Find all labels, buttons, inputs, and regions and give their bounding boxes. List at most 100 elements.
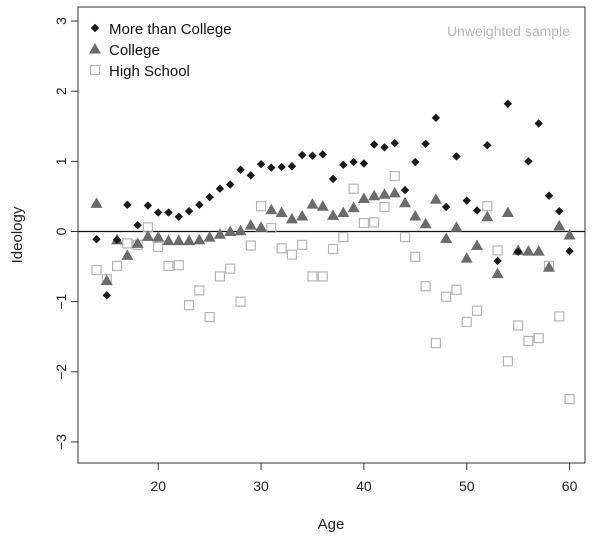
data-point <box>440 232 453 244</box>
y-tick-label: −3 <box>53 434 69 450</box>
data-point <box>131 237 144 248</box>
data-point <box>285 212 298 224</box>
data-point <box>451 284 462 295</box>
data-point <box>492 245 503 256</box>
data-point <box>389 170 400 182</box>
data-point <box>502 356 513 367</box>
data-point <box>327 209 340 220</box>
data-point <box>481 210 494 222</box>
legend-marker <box>89 64 101 76</box>
data-point <box>203 231 216 242</box>
data-point <box>523 335 534 347</box>
data-point <box>532 245 545 256</box>
data-point <box>430 337 441 349</box>
data-point <box>358 217 369 229</box>
data-point <box>563 229 576 240</box>
data-point <box>306 198 319 209</box>
data-point <box>390 138 399 148</box>
data-point <box>224 225 237 236</box>
data-point <box>164 208 173 217</box>
data-point <box>256 159 266 169</box>
data-point <box>357 192 370 204</box>
data-point <box>90 197 103 208</box>
data-point <box>452 152 461 161</box>
data-point <box>174 212 183 221</box>
data-point <box>296 210 309 221</box>
data-point <box>410 251 421 262</box>
data-point <box>92 235 101 244</box>
legend: More than College College High School <box>89 21 232 80</box>
data-point <box>491 267 504 279</box>
data-point <box>266 222 277 234</box>
data-point <box>184 206 194 216</box>
data-point <box>524 157 533 166</box>
data-point <box>347 201 360 213</box>
data-point <box>225 263 236 274</box>
data-point <box>215 184 225 193</box>
series-college <box>90 186 576 286</box>
data-point <box>400 185 410 195</box>
legend-marker <box>89 43 101 54</box>
x-tick-label: 60 <box>562 478 578 494</box>
y-tick-label: 0 <box>53 227 69 235</box>
data-point <box>307 271 318 282</box>
data-point <box>205 192 214 202</box>
annotation-label: Unweighted sample <box>447 23 570 39</box>
data-point <box>421 139 430 148</box>
data-point <box>420 281 431 292</box>
data-point <box>399 232 411 243</box>
data-point <box>369 140 379 149</box>
data-point <box>183 234 196 246</box>
data-point <box>91 264 102 276</box>
data-point <box>379 201 390 213</box>
legend-label: High School <box>109 63 190 80</box>
data-point <box>553 219 566 231</box>
data-point <box>297 239 308 250</box>
data-point <box>318 150 327 159</box>
data-point <box>317 271 328 282</box>
data-point <box>308 151 317 160</box>
data-point <box>267 163 276 172</box>
data-point <box>102 291 111 300</box>
data-point <box>429 193 442 204</box>
data-point <box>503 99 513 109</box>
data-point <box>441 291 452 302</box>
data-point <box>348 183 359 194</box>
data-point <box>236 165 245 174</box>
data-point <box>152 231 165 242</box>
data-point <box>513 247 523 257</box>
data-point <box>246 171 255 180</box>
data-point <box>255 221 268 232</box>
legend-label: More than College <box>109 21 232 38</box>
data-point <box>162 234 175 246</box>
data-point <box>276 243 287 254</box>
data-point <box>493 256 502 266</box>
data-point <box>555 206 564 216</box>
data-point <box>399 196 412 208</box>
series-high-school <box>91 170 575 405</box>
data-point <box>349 157 358 167</box>
data-point <box>195 200 204 210</box>
data-point <box>380 143 389 152</box>
y-axis: 3 2 1 0 −1 −2 −3 <box>53 17 78 450</box>
data-point <box>388 186 401 198</box>
data-point <box>163 260 174 271</box>
x-axis: 20 30 40 50 60 <box>150 463 578 494</box>
data-point <box>533 333 544 344</box>
data-point <box>123 200 132 210</box>
data-point <box>461 316 472 328</box>
data-point <box>544 191 554 200</box>
data-point <box>339 160 348 170</box>
data-point <box>419 217 432 229</box>
data-point <box>111 260 123 271</box>
data-point <box>327 243 339 255</box>
data-point <box>409 210 422 221</box>
data-point <box>472 206 482 215</box>
data-point <box>287 162 297 171</box>
data-point <box>121 249 134 260</box>
data-point <box>369 217 380 228</box>
data-point <box>471 239 484 251</box>
data-point <box>513 320 524 331</box>
y-tick-label: −2 <box>53 364 69 380</box>
x-tick-label: 50 <box>459 478 475 494</box>
